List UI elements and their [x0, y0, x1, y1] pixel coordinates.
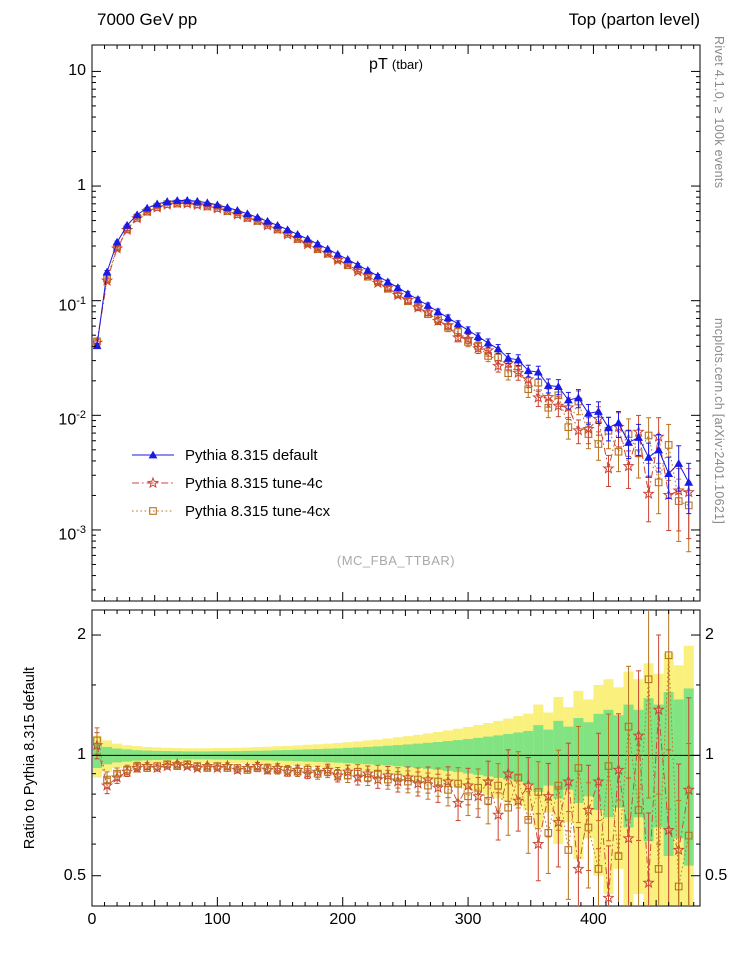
main-y-tick-label: 10-2	[58, 409, 86, 429]
process-title: Top (parton level)	[568, 10, 700, 29]
legend: Pythia 8.315 default Pythia 8.315 tune-4…	[130, 441, 330, 525]
main-frame	[91, 44, 701, 602]
main-y-tick-label: 10-3	[58, 523, 86, 544]
main-y-tick-label: 10	[68, 62, 86, 80]
mcplots-attribution-note: mcplots.cern.ch [arXiv:2401.10621]	[712, 318, 726, 525]
plot-title: pT (tbar)	[92, 56, 700, 74]
plot-title-sub: (tbar)	[391, 57, 423, 72]
beam-energy-title: 7000 GeV pp	[97, 10, 198, 29]
main-y-tick-label: 1	[77, 177, 86, 195]
x-tick-label: 100	[204, 911, 231, 928]
ratio-y-tick-label-left: 1	[77, 746, 86, 764]
ratio-y-tick-label-left: 2	[77, 626, 86, 644]
legend-marker-tune-4cx	[130, 502, 176, 520]
legend-label-default: Pythia 8.315 default	[185, 446, 318, 464]
legend-label-tune-4cx: Pythia 8.315 tune-4cx	[185, 502, 331, 520]
x-tick-label: 400	[580, 911, 607, 928]
plot-title-main: pT	[369, 56, 388, 73]
main-series	[93, 196, 695, 553]
analysis-watermark: (MC_FBA_TTBAR)	[336, 553, 456, 568]
axis-ticks	[91, 45, 700, 906]
legend-item-default: Pythia 8.315 default	[130, 441, 330, 469]
ratio-y-tick-label-right: 2	[705, 626, 714, 644]
legend-marker-default	[130, 446, 176, 464]
legend-item-tune-4c: Pythia 8.315 tune-4c	[130, 469, 330, 497]
legend-label-tune-4c: Pythia 8.315 tune-4c	[185, 474, 323, 492]
legend-item-tune-4cx: Pythia 8.315 tune-4cx	[130, 497, 330, 525]
ratio-y-tick-label-left: 0.5	[63, 866, 86, 884]
series-main-default	[93, 196, 694, 515]
rivet-version-note: Rivet 4.1.0, ≥ 100k events	[712, 36, 726, 189]
ratio-y-tick-label-right: 1	[705, 746, 714, 764]
ratio-y-tick-label-right: 0.5	[705, 866, 728, 884]
main-y-tick-label: 10-1	[58, 294, 86, 314]
x-tick-label: 0	[87, 911, 97, 928]
x-tick-label: 300	[454, 911, 482, 928]
legend-marker-tune-4c	[130, 474, 176, 492]
x-tick-label: 200	[329, 911, 357, 928]
